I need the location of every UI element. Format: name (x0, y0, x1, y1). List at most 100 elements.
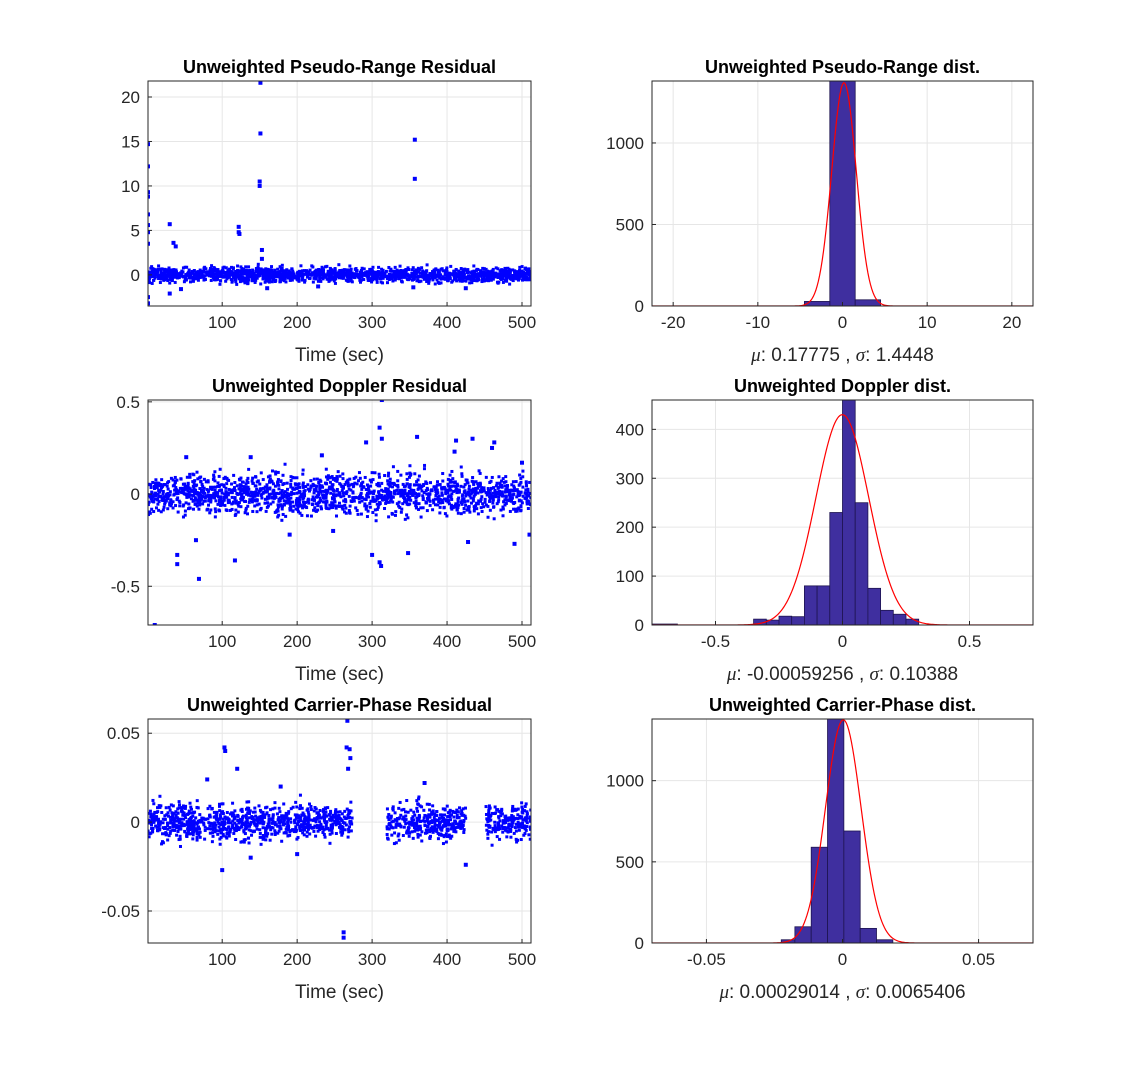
residual-point (423, 831, 427, 835)
residual-point (263, 497, 267, 501)
residual-point (491, 501, 495, 505)
residual-point (257, 502, 261, 506)
residual-point (505, 485, 509, 489)
residual-point (321, 809, 325, 813)
residual-point (213, 826, 217, 830)
residual-point (205, 488, 209, 492)
residual-point (293, 818, 297, 822)
residual-point (527, 500, 531, 504)
residual-point (337, 491, 341, 495)
residual-point (396, 483, 400, 487)
residual-point (381, 489, 385, 493)
residual-point (293, 482, 297, 486)
residual-point (307, 489, 311, 493)
residual-point (473, 270, 477, 274)
residual-point (306, 487, 310, 491)
residual-point (317, 481, 321, 485)
residual-point (288, 833, 292, 837)
residual-point (294, 800, 298, 804)
dop_dist-marks (652, 400, 1033, 625)
residual-point (228, 269, 232, 273)
residual-point (225, 811, 229, 815)
residual-point (472, 481, 476, 485)
residual-point (236, 502, 240, 506)
residual-point (358, 476, 362, 480)
residual-point (293, 821, 297, 825)
residual-point (203, 496, 207, 500)
residual-point (171, 813, 175, 817)
residual-point (255, 491, 259, 495)
residual-point (380, 498, 384, 502)
residual-point (525, 812, 529, 816)
residual-point (525, 484, 529, 488)
residual-point (425, 819, 429, 823)
residual-point (176, 811, 180, 815)
residual-point (309, 804, 313, 808)
residual-point (296, 271, 300, 275)
residual-point (240, 270, 244, 274)
x-tick-label: 100 (208, 632, 236, 651)
residual-point (486, 820, 490, 824)
outlier-point (278, 784, 283, 789)
residual-point (490, 830, 494, 834)
residual-point (484, 805, 488, 809)
residual-point (416, 487, 420, 491)
residual-point (303, 489, 307, 493)
residual-point (464, 503, 468, 507)
residual-point (528, 815, 531, 819)
residual-point (414, 268, 418, 272)
residual-point (480, 510, 484, 514)
residual-point (527, 267, 531, 271)
residual-point (308, 832, 312, 836)
residual-point (399, 276, 403, 280)
residual-point (171, 478, 175, 482)
residual-point (273, 484, 277, 488)
residual-point (501, 477, 505, 481)
residual-point (318, 816, 322, 820)
residual-point (297, 277, 301, 281)
residual-point (251, 810, 255, 814)
residual-point (388, 484, 392, 488)
residual-point (195, 836, 199, 840)
residual-point (505, 835, 509, 839)
residual-point (329, 487, 333, 491)
residual-point (149, 497, 153, 501)
residual-point (180, 491, 184, 495)
residual-point (279, 496, 283, 500)
residual-point (384, 487, 388, 491)
residual-point (315, 816, 319, 820)
residual-point (218, 282, 222, 286)
residual-point (160, 478, 164, 482)
residual-point (483, 497, 487, 501)
residual-point (157, 483, 161, 487)
residual-point (488, 491, 492, 495)
residual-point (423, 814, 427, 818)
residual-point (472, 264, 476, 268)
residual-point (225, 816, 229, 820)
residual-point (312, 498, 316, 502)
residual-point (466, 491, 470, 495)
residual-point (231, 825, 235, 829)
residual-point (286, 501, 290, 505)
outlier-point (173, 244, 178, 249)
x-tick-label: 300 (358, 950, 386, 969)
residual-point (405, 492, 409, 496)
residual-point (450, 480, 454, 484)
residual-point (178, 500, 182, 504)
residual-point (189, 816, 193, 820)
residual-point (403, 517, 407, 521)
residual-point (168, 277, 172, 281)
residual-point (396, 469, 400, 473)
residual-point (372, 271, 376, 275)
residual-point (266, 267, 270, 271)
residual-point (276, 509, 280, 513)
residual-point (462, 828, 466, 832)
residual-point (517, 498, 521, 502)
residual-point (166, 273, 170, 277)
residual-point (394, 510, 398, 514)
residual-point (489, 494, 493, 498)
residual-point (352, 476, 356, 480)
residual-point (258, 828, 262, 832)
residual-point (468, 494, 472, 498)
residual-point (166, 811, 170, 815)
